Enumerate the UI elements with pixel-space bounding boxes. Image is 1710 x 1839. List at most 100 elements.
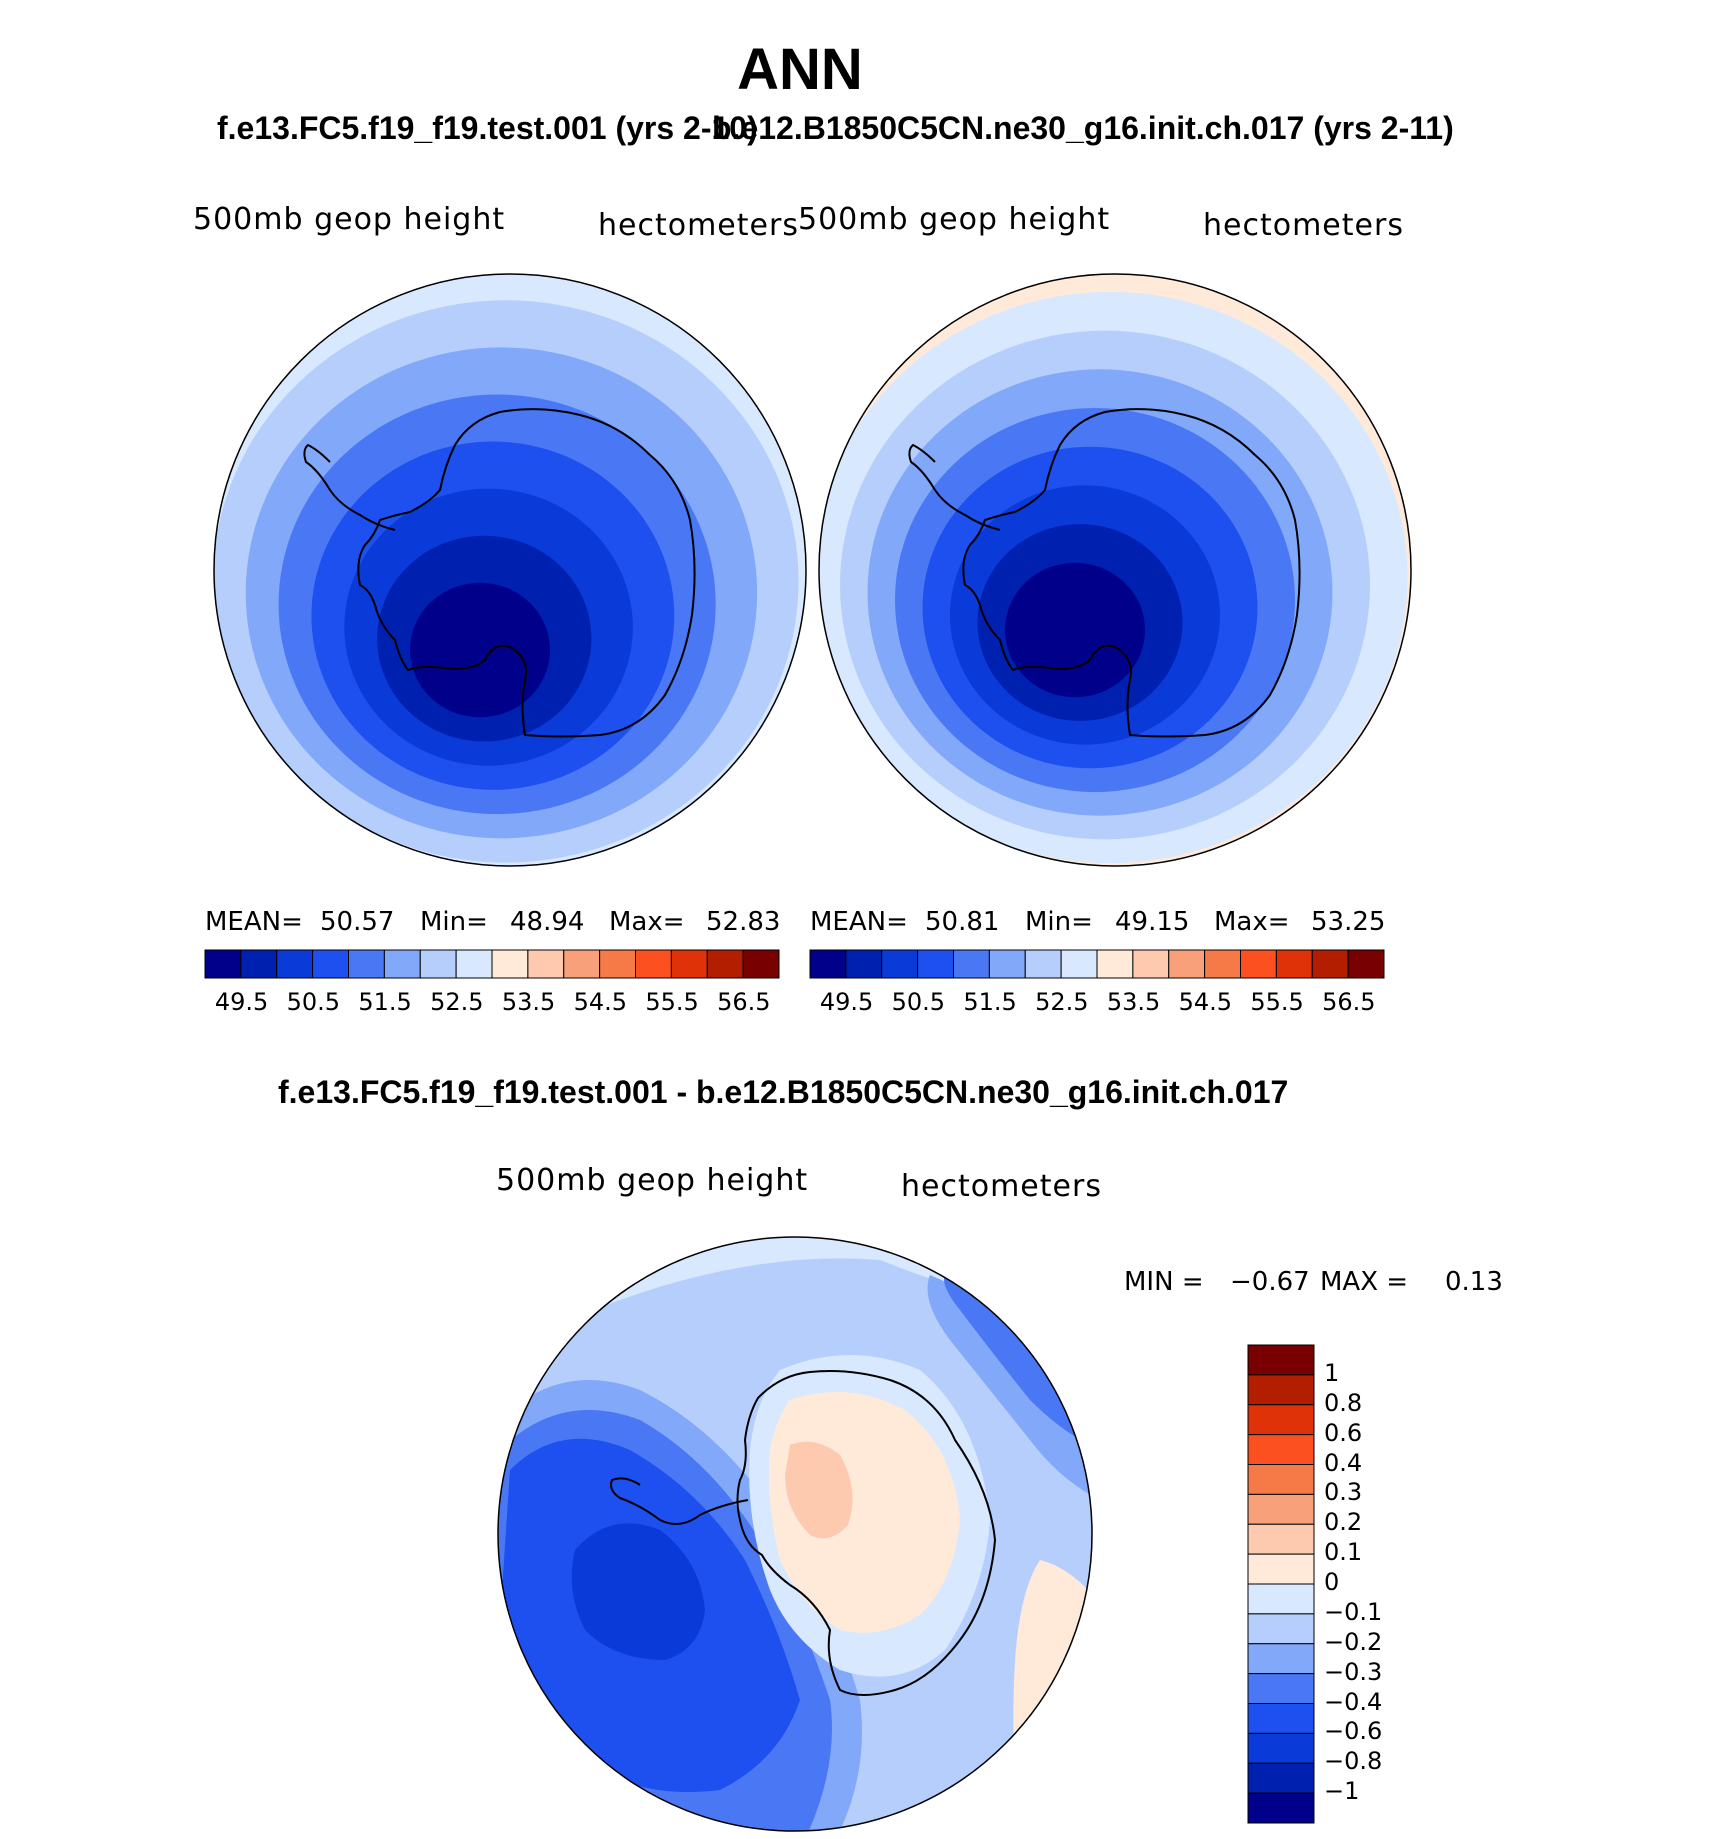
colorbar-tick-label: 0: [1324, 1568, 1340, 1596]
colorbar-swatch: [312, 949, 349, 979]
colorbar-tick-label: 0.8: [1324, 1388, 1363, 1417]
test-antarctica-coastline: [357, 408, 696, 738]
colorbar-swatch: [1247, 1464, 1315, 1495]
colorbar-swatch: [1247, 1613, 1315, 1645]
contour-band: [1005, 562, 1145, 698]
colorbar-tick-label: −0.3: [1324, 1657, 1383, 1686]
control-colorbar: [809, 949, 1385, 979]
colorbar-swatch: [1247, 1792, 1315, 1824]
test-map-border: [213, 273, 807, 867]
control-min-label: Min=: [1025, 907, 1093, 937]
colorbar-swatch: [670, 949, 708, 979]
colorbar-tick-label: 0.1: [1324, 1538, 1363, 1567]
colorbar-tick-label: 55.5: [1250, 988, 1304, 1016]
colorbar-swatch: [1311, 949, 1349, 979]
difference-max-value: 0.13: [1445, 1267, 1503, 1297]
test-case-title: f.e13.FC5.f19_f19.test.001 (yrs 2-10): [217, 110, 758, 146]
colorbar-tick-label: 53.5: [501, 988, 556, 1016]
colorbar-tick-label: −0.8: [1324, 1747, 1383, 1776]
colorbar-swatch: [348, 949, 385, 979]
colorbar-swatch: [1247, 1404, 1315, 1436]
difference-polar-map: [498, 1237, 1092, 1831]
difference-min-label: MIN =: [1124, 1267, 1204, 1297]
colorbar-swatch: [1204, 949, 1241, 979]
difference-map-border: [497, 1236, 1093, 1832]
test-mean-value: 50.57: [320, 907, 395, 937]
control-variable-label: 500mb geop height: [798, 202, 1111, 237]
colorbar-tick-label: 50.5: [891, 988, 946, 1016]
colorbar-swatch: [419, 949, 457, 979]
test-min-label: Min=: [420, 907, 488, 937]
colorbar-swatch: [953, 949, 990, 979]
colorbar-swatch: [1347, 949, 1385, 979]
colorbar-swatch: [455, 949, 493, 979]
test-variable-label: 500mb geop height: [193, 202, 506, 237]
colorbar-swatch: [1060, 949, 1098, 979]
difference-colorbar: [1247, 1344, 1315, 1824]
difference-units-label: hectometers: [901, 1169, 1102, 1204]
colorbar-swatch: [706, 949, 744, 979]
control-peninsula-coastline: [908, 443, 1001, 531]
colorbar-swatch: [1247, 1523, 1315, 1555]
control-case-title: b.e12.B1850C5CN.ne30_g16.init.ch.017 (yr…: [712, 110, 1454, 146]
diff-field-east-core: [944, 1275, 1090, 1445]
colorbar-tick-label: 1: [1324, 1358, 1340, 1387]
colorbar-tick-label: −0.4: [1324, 1687, 1383, 1716]
colorbar-swatch: [742, 949, 780, 979]
colorbar-tick-label: 54.5: [573, 988, 628, 1016]
colorbar-swatch: [1096, 949, 1134, 979]
colorbar-swatch: [276, 949, 314, 979]
diff-field-east-positive-core: [1080, 1620, 1092, 1720]
colorbar-tick-label: −0.6: [1324, 1717, 1383, 1746]
colorbar-swatch: [1024, 949, 1062, 979]
test-units-label: hectometers: [598, 208, 799, 243]
colorbar-tick-label: 50.5: [286, 988, 341, 1016]
control-map-border: [818, 273, 1412, 867]
colorbar-tick-label: 52.5: [1035, 988, 1089, 1016]
colorbar-swatch: [1240, 949, 1277, 979]
difference-min-value: −0.67: [1230, 1267, 1310, 1297]
colorbar-swatch: [809, 949, 847, 979]
colorbar-tick-label: −0.2: [1324, 1627, 1383, 1656]
colorbar-swatch: [917, 949, 954, 979]
colorbar-swatch: [240, 949, 278, 979]
colorbar-swatch: [1247, 1583, 1315, 1615]
colorbar-swatch: [1247, 1703, 1315, 1734]
difference-variable-label: 500mb geop height: [496, 1163, 809, 1198]
test-mean-label: MEAN=: [205, 907, 303, 937]
colorbar-tick-label: 55.5: [645, 988, 699, 1016]
contour-band: [410, 582, 550, 718]
colorbar-swatch: [988, 949, 1026, 979]
colorbar-swatch: [1275, 949, 1313, 979]
test-min-value: 48.94: [510, 907, 585, 937]
difference-max-label: MAX =: [1320, 1267, 1409, 1297]
control-max-value: 53.25: [1311, 907, 1386, 937]
colorbar-tick-label: 51.5: [358, 988, 412, 1016]
control-polar-map: [819, 274, 1411, 866]
colorbar-swatch: [881, 949, 919, 979]
colorbar-tick-label: 52.5: [430, 988, 484, 1016]
colorbar-swatch: [1247, 1762, 1315, 1794]
colorbar-tick-label: −1: [1324, 1777, 1360, 1806]
colorbar-swatch: [1168, 949, 1206, 979]
colorbar-tick-label: 49.5: [819, 988, 874, 1016]
control-units-label: hectometers: [1203, 208, 1404, 243]
colorbar-tick-label: 53.5: [1106, 988, 1161, 1016]
colorbar-swatch: [204, 949, 242, 979]
diff-field-east-positive: [1013, 1560, 1092, 1831]
control-mean-label: MEAN=: [810, 907, 908, 937]
colorbar-tick-label: 0.2: [1324, 1508, 1363, 1537]
test-colorbar: [204, 949, 780, 979]
difference-peninsula-coastline: [610, 1477, 749, 1525]
test-max-value: 52.83: [706, 907, 781, 937]
colorbar-swatch: [635, 949, 672, 979]
colorbar-swatch: [1247, 1732, 1315, 1764]
colorbar-swatch: [1247, 1374, 1315, 1406]
colorbar-swatch: [599, 949, 636, 979]
colorbar-swatch: [527, 949, 565, 979]
colorbar-tick-label: 0.6: [1324, 1418, 1363, 1447]
control-antarctica-coastline: [962, 408, 1301, 738]
colorbar-tick-label: 51.5: [963, 988, 1017, 1016]
diff-field-east-band: [927, 1275, 1092, 1500]
